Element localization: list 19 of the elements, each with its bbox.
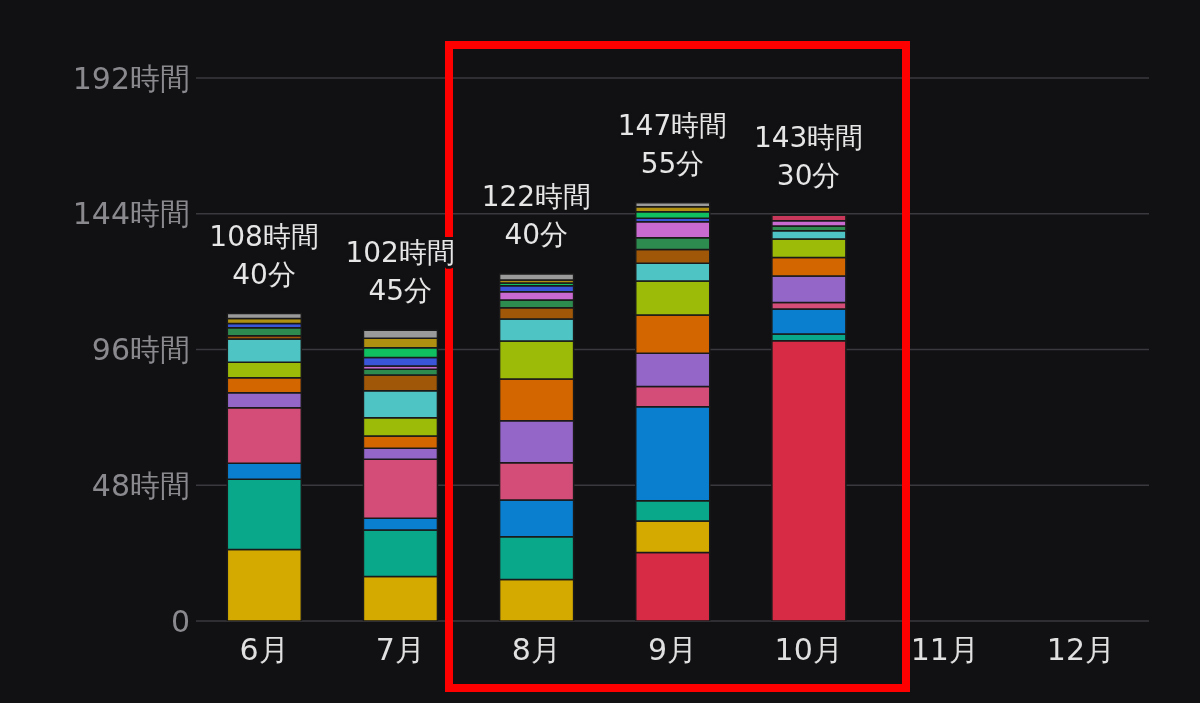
y-tick-label: 144時間 bbox=[72, 196, 190, 232]
x-tick-label: 8月 bbox=[511, 632, 561, 668]
bar bbox=[771, 339, 847, 621]
x-tick-label: 10月 bbox=[774, 632, 843, 668]
y-tick-label: 192時間 bbox=[72, 60, 190, 96]
total-label: 108時間 40分 bbox=[209, 219, 319, 291]
y-tick-label: 48時間 bbox=[91, 467, 190, 503]
x-tick-label: 6月 bbox=[239, 632, 289, 668]
x-tick-label: 12月 bbox=[1046, 632, 1116, 668]
x-tick-label: 9月 bbox=[647, 632, 698, 668]
x-tick-label: 11月 bbox=[910, 632, 979, 668]
total-label: 143時間 30分 bbox=[753, 121, 864, 193]
total-label: 122時間 40分 bbox=[481, 179, 592, 251]
bar bbox=[498, 273, 575, 281]
y-tick-label: 0 bbox=[170, 603, 190, 639]
x-tick-label: 7月 bbox=[375, 632, 425, 668]
total-label: 147時間 55分 bbox=[617, 108, 728, 180]
y-tick-label: 96時間 bbox=[91, 332, 190, 368]
bar bbox=[226, 312, 303, 320]
